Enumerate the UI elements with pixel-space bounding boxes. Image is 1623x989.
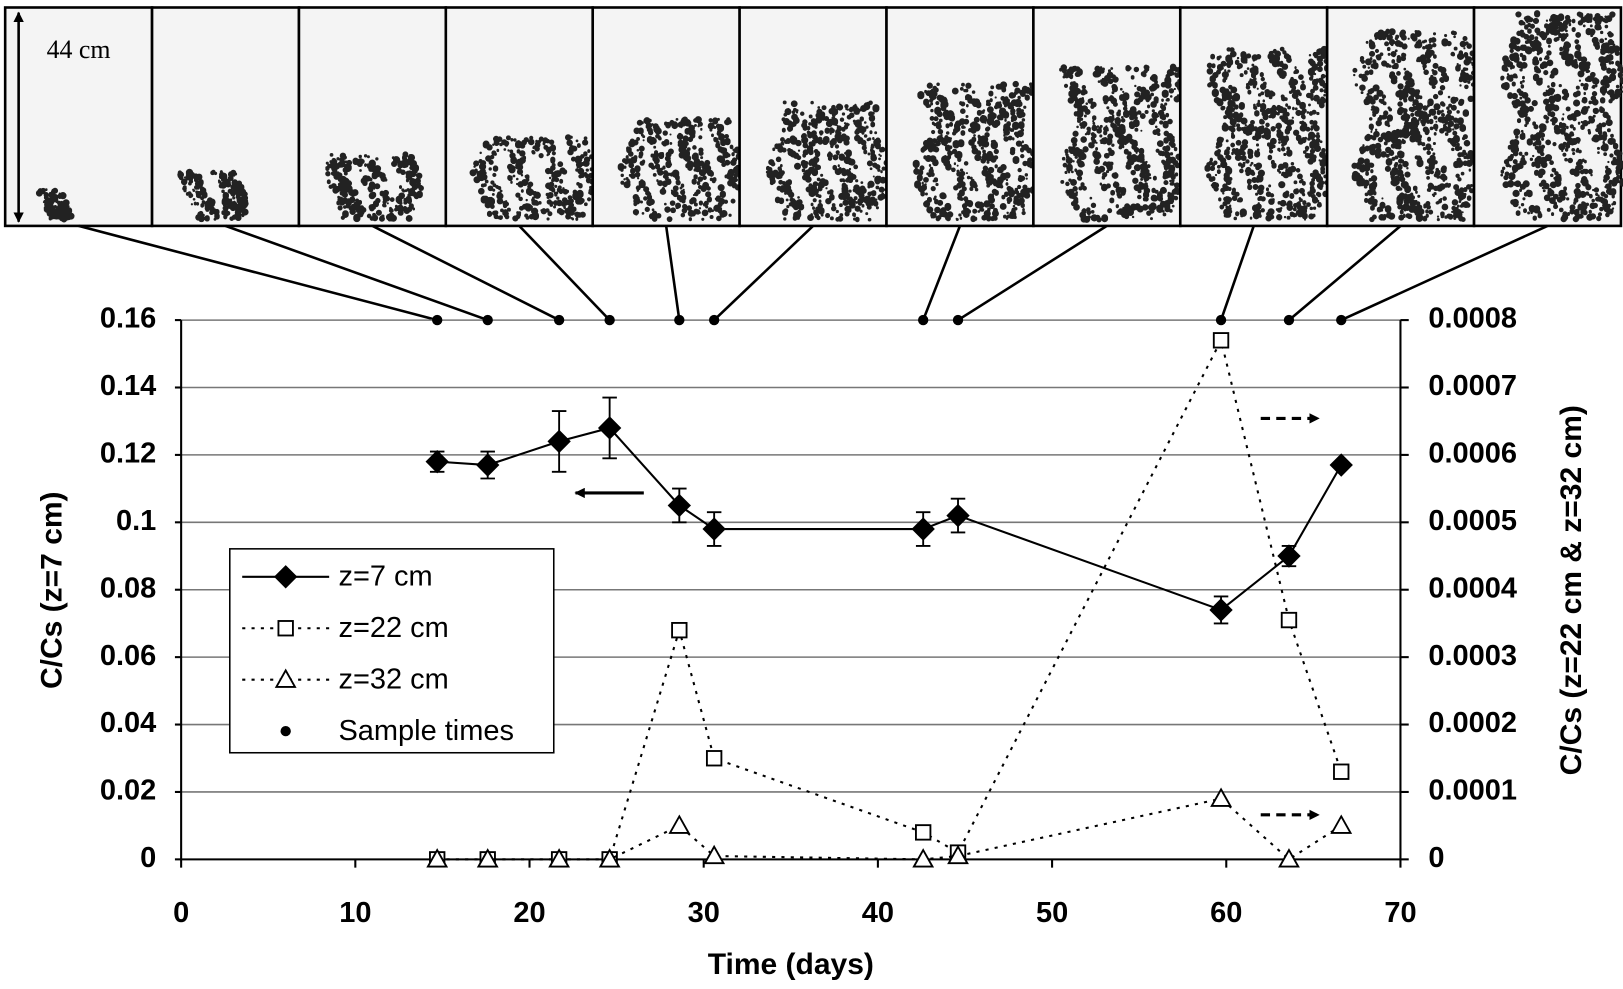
diamond-marker xyxy=(549,431,570,452)
connector xyxy=(666,226,679,320)
square-marker xyxy=(1282,613,1296,627)
y-tick-label: 0.06 xyxy=(100,640,156,672)
triangle-marker xyxy=(670,816,689,833)
series-line xyxy=(437,340,1341,859)
y2-tick-label: 0.0002 xyxy=(1428,707,1517,739)
x-tick-label: 40 xyxy=(862,897,894,929)
dot-marker xyxy=(432,315,442,325)
square-marker xyxy=(916,825,930,839)
scale-label: 44 cm xyxy=(47,35,111,64)
diamond-marker xyxy=(477,455,498,476)
x-tick-label: 50 xyxy=(1036,897,1068,929)
legend-label: z=7 cm xyxy=(338,560,432,592)
diamond-marker xyxy=(1279,546,1300,567)
y-tick-label: 0 xyxy=(140,842,156,874)
triangle-marker xyxy=(705,847,724,864)
dot-marker xyxy=(953,315,963,325)
image-strip xyxy=(5,7,1623,225)
dot-marker xyxy=(604,315,614,325)
square-marker xyxy=(1214,333,1228,347)
dot-marker xyxy=(709,315,719,325)
y2-tick-label: 0.0007 xyxy=(1428,370,1517,402)
x-tick-label: 20 xyxy=(513,897,545,929)
y2-tick-label: 0.0005 xyxy=(1428,505,1517,537)
y-tick-label: 0.04 xyxy=(100,707,156,739)
diamond-marker xyxy=(1331,455,1352,476)
triangle-marker xyxy=(1332,816,1351,833)
dot-marker xyxy=(1216,315,1226,325)
y-tick-label: 0.02 xyxy=(100,775,156,807)
y-axis-title: C/Cs (z=7 cm) xyxy=(36,491,69,689)
connector xyxy=(1221,226,1254,320)
dot-marker xyxy=(1336,315,1346,325)
dot-marker xyxy=(483,315,493,325)
square-marker xyxy=(707,751,721,765)
y2-axis-title: C/Cs (z=22 cm & z=32 cm) xyxy=(1555,405,1588,775)
legend-label: z=22 cm xyxy=(338,612,448,644)
y-tick-label: 0.16 xyxy=(100,303,156,335)
y2-tick-label: 0.0006 xyxy=(1428,438,1517,470)
dot-marker xyxy=(1284,315,1294,325)
x-tick-label: 0 xyxy=(173,897,189,929)
x-tick-label: 70 xyxy=(1384,897,1416,929)
connector xyxy=(1289,226,1401,320)
chart: 44 cm Time (days) C/Cs (z=7 cm) C/Cs (z=… xyxy=(0,0,1623,989)
diamond-marker xyxy=(1211,600,1232,621)
dot-marker xyxy=(554,315,564,325)
square-marker xyxy=(278,621,292,635)
square-marker xyxy=(672,623,686,637)
square-marker xyxy=(1334,764,1348,778)
y-tick-label: 0.14 xyxy=(100,370,156,402)
connector xyxy=(923,226,960,320)
dot-marker xyxy=(281,726,291,736)
legend-label: z=32 cm xyxy=(338,663,448,695)
dot-marker xyxy=(918,315,928,325)
x-axis-title: Time (days) xyxy=(708,948,874,981)
x-tick-label: 10 xyxy=(339,897,371,929)
image-panel xyxy=(593,7,740,225)
triangle-marker xyxy=(914,850,933,867)
x-tick-label: 60 xyxy=(1210,897,1242,929)
x-tick-label: 30 xyxy=(688,897,720,929)
connector xyxy=(714,226,813,320)
connector xyxy=(226,226,488,320)
series-line xyxy=(437,799,1341,860)
dot-marker xyxy=(674,315,684,325)
y2-tick-label: 0 xyxy=(1428,842,1444,874)
y2-tick-label: 0.0008 xyxy=(1428,303,1517,335)
y-tick-label: 0.08 xyxy=(100,572,156,604)
y2-tick-label: 0.0001 xyxy=(1428,775,1517,807)
connector xyxy=(958,226,1107,320)
y2-tick-label: 0.0003 xyxy=(1428,640,1517,672)
y2-tick-label: 0.0004 xyxy=(1428,572,1517,604)
legend-label: Sample times xyxy=(338,715,513,747)
y-tick-label: 0.12 xyxy=(100,438,156,470)
y-tick-label: 0.1 xyxy=(116,505,156,537)
triangle-marker xyxy=(1280,850,1299,867)
